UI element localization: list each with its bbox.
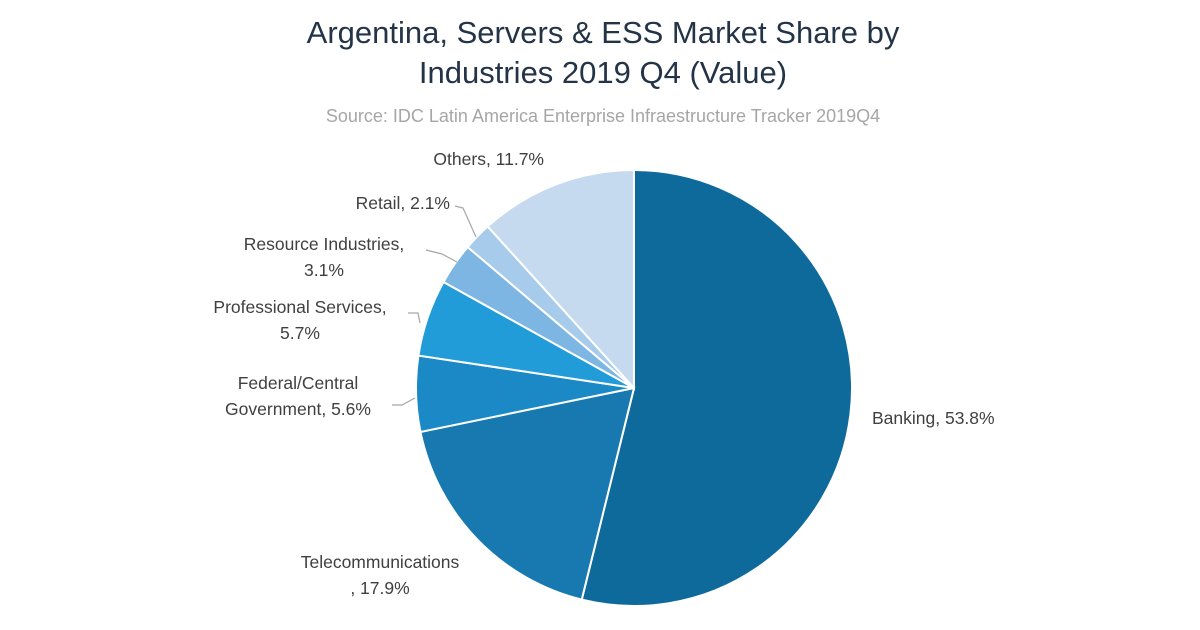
leader-line-federal-central-government <box>392 397 416 406</box>
pie-slice-others <box>486 168 635 391</box>
data-label-professional-services: Professional Services, 5.7% <box>213 297 386 343</box>
pie-slices <box>415 168 853 607</box>
chart-subtitle: Source: IDC Latin America Enterprise Inf… <box>326 106 880 126</box>
data-label-others: Others, 11.7% <box>433 149 544 169</box>
leader-line-resource-industries <box>425 249 458 263</box>
data-label-retail: Retail, 2.1% <box>356 193 450 213</box>
data-label-banking: Banking, 53.8% <box>872 408 995 428</box>
data-label-telecommunications: Telecommunications, 17.9% <box>301 552 460 598</box>
pie-slice-banking <box>580 168 853 607</box>
leader-line-professional-services <box>408 312 421 324</box>
slice-labels: Banking, 53.8% Telecommunications, 17.9% F… <box>213 149 994 598</box>
data-label-federal-central-government: Federal/Central Government, 5.6% <box>225 373 371 419</box>
chart-title-line-1: Argentina, Servers & ESS Market Share by <box>307 15 900 50</box>
pie-slice-telecommunications <box>419 386 636 601</box>
leader-line-retail <box>454 205 477 238</box>
chart-title-line-2: Industries 2019 Q4 (Value) <box>419 55 787 90</box>
data-label-resource-industries: Resource Industries, 3.1% <box>244 234 405 280</box>
leader-lines <box>392 205 477 406</box>
